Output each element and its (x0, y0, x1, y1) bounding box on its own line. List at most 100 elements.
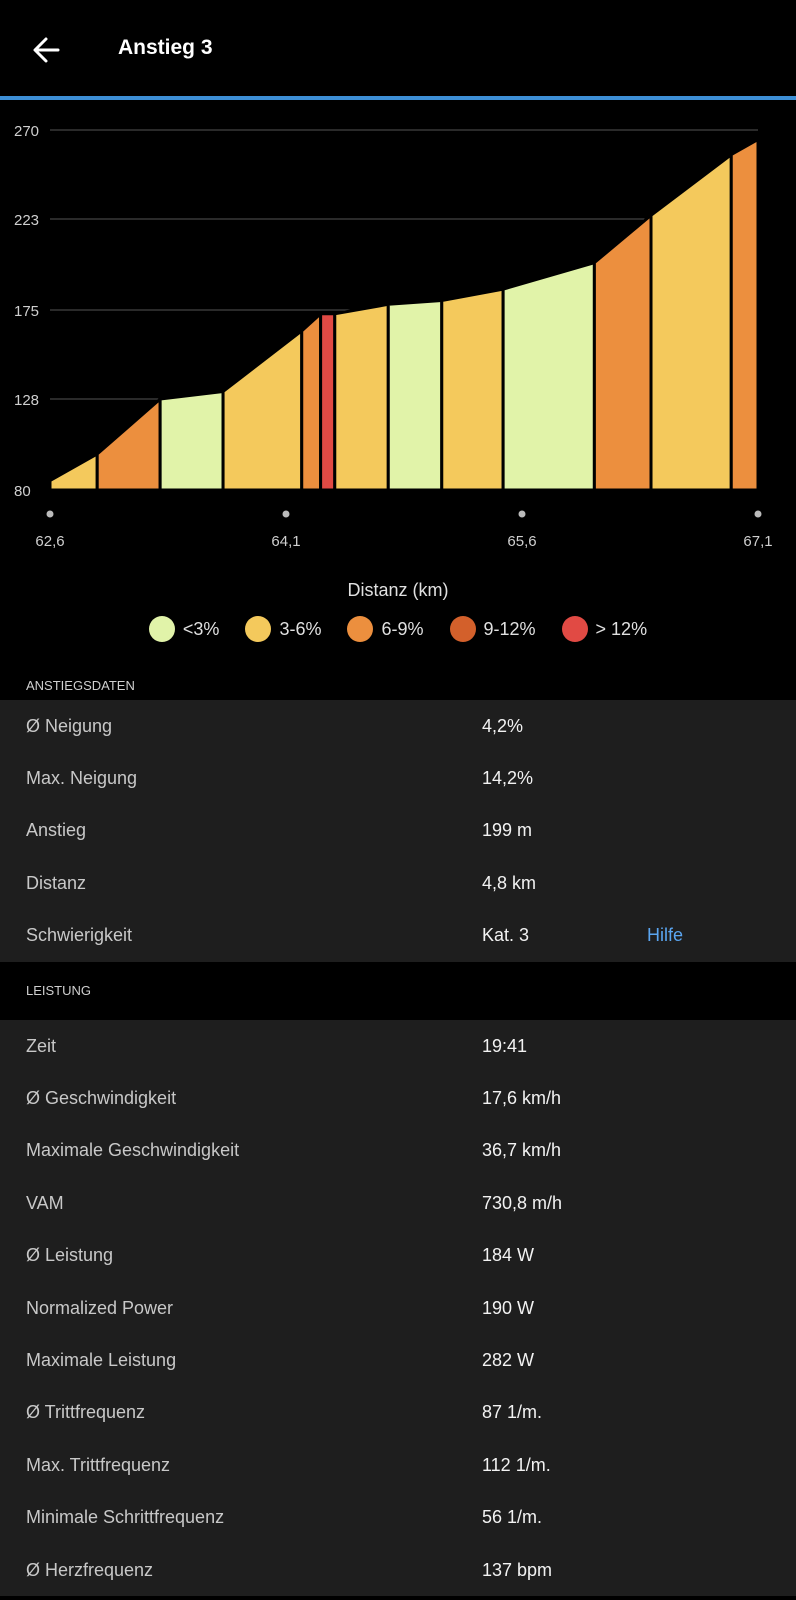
stat-label: Ø Trittfrequenz (26, 1402, 146, 1423)
elevation-segment (48, 451, 99, 492)
stat-label: Ø Leistung (26, 1245, 114, 1266)
x-tick-dot (46, 510, 54, 518)
stat-row: Normalized Power 190 W (0, 1282, 796, 1334)
app-header: Anstieg 3 (0, 0, 796, 100)
stat-row: Anstieg 199 m (0, 805, 796, 857)
x-tick-label: 62,6 (35, 533, 64, 550)
stat-value: 14,2% (482, 768, 534, 789)
stat-value: 190 W (482, 1297, 535, 1318)
legend-item: > 12% (561, 616, 648, 642)
elevation-segment (221, 327, 304, 492)
elevation-segment (95, 395, 162, 492)
y-tick-label: 80 (14, 483, 31, 500)
section-header-climb: ANSTIEGSDATEN (0, 670, 796, 700)
elevation-segment (729, 136, 760, 492)
stat-value: 4,2% (482, 715, 524, 736)
climb-stats: Ø Neigung 4,2% Max. Neigung 14,2% Anstie… (0, 700, 796, 962)
stat-row: Ø Herzfrequenz 137 bpm (0, 1544, 796, 1596)
legend-item: 3-6% (245, 616, 321, 642)
elevation-chart: 80 128 175 223 270 62,6 64,1 65,6 67,1 Distanz (… (0, 100, 796, 670)
x-tick-dot (518, 510, 526, 518)
legend-label: > 12% (595, 618, 648, 639)
stat-value: 112 1/m. (482, 1454, 551, 1475)
stat-value: 4,8 km (482, 872, 537, 893)
help-link[interactable]: Hilfe (647, 925, 684, 946)
section-header-performance: LEISTUNG (0, 961, 796, 1020)
stat-value: 730,8 m/h (482, 1192, 563, 1213)
stat-value: 199 m (482, 820, 533, 841)
stat-label: Normalized Power (26, 1297, 174, 1318)
elevation-segment (319, 312, 337, 492)
elevation-segment (649, 151, 733, 492)
stat-label: Ø Neigung (26, 715, 113, 736)
stat-row: Zeit 19:41 (0, 1020, 796, 1072)
stat-row: Ø Trittfrequenz 87 1/m. (0, 1387, 796, 1439)
stat-row: Ø Geschwindigkeit 17,6 km/h (0, 1072, 796, 1124)
arrow-left-icon (33, 37, 60, 63)
x-axis-label: Distanz (km) (347, 580, 449, 600)
legend-label: 3-6% (279, 618, 322, 639)
stat-value: 282 W (482, 1349, 535, 1370)
stat-label: Ø Geschwindigkeit (26, 1088, 177, 1109)
x-tick-label: 67,1 (743, 533, 772, 550)
elevation-segment (300, 310, 323, 492)
performance-stats: Zeit 19:41 Ø Geschwindigkeit 17,6 km/h M… (0, 1019, 796, 1597)
legend-item: 6-9% (347, 616, 424, 642)
elevation-segment (501, 260, 596, 492)
stat-row: Max. Trittfrequenz 112 1/m. (0, 1439, 796, 1491)
elevation-segment (386, 298, 444, 492)
stat-value: Kat. 3 (482, 925, 530, 946)
stat-row: Ø Neigung 4,2% (0, 700, 796, 752)
legend-label: <3% (182, 618, 220, 639)
stat-value: 56 1/m. (482, 1507, 543, 1528)
stat-value: 137 bpm (482, 1559, 553, 1580)
back-button[interactable] (26, 30, 66, 70)
stat-value: 17,6 km/h (482, 1088, 562, 1109)
legend-item: 9-12% (449, 616, 536, 642)
x-tick-label: 65,6 (507, 533, 536, 550)
stat-label: Schwierigkeit (26, 925, 133, 946)
y-tick-label: 175 (14, 303, 39, 320)
elevation-segment (158, 389, 225, 492)
stat-row: Ø Leistung 184 W (0, 1230, 796, 1282)
stat-row: VAM 730,8 m/h (0, 1177, 796, 1229)
stat-label: Max. Neigung (26, 768, 138, 789)
y-tick-label: 270 (14, 123, 39, 140)
legend-swatch (449, 616, 476, 642)
elevation-segment (333, 302, 390, 492)
stat-value: 87 1/m. (482, 1402, 543, 1423)
stat-label: Max. Trittfrequenz (26, 1454, 171, 1475)
stat-label: VAM (26, 1192, 64, 1213)
x-tick-dot (754, 510, 762, 518)
x-tick-label: 64,1 (271, 533, 300, 550)
stat-row: Distanz 4,8 km (0, 857, 796, 909)
legend-item: <3% (148, 616, 220, 642)
legend-label: 6-9% (381, 618, 424, 639)
elevation-segment (592, 212, 653, 492)
stat-label: Anstieg (26, 820, 87, 841)
legend-swatch (561, 616, 588, 642)
stat-label: Maximale Geschwindigkeit (26, 1140, 240, 1161)
y-tick-label: 223 (14, 212, 39, 229)
stat-row: Maximale Leistung 282 W (0, 1334, 796, 1386)
elevation-chart-svg: 80 128 175 223 270 62,6 64,1 65,6 67,1 (14, 123, 773, 550)
elevation-segment (440, 287, 505, 492)
stat-label: Minimale Schrittfrequenz (26, 1507, 225, 1528)
legend-label: 9-12% (483, 618, 536, 639)
stat-row: Schwierigkeit Kat. 3 Hilfe (0, 910, 796, 962)
stat-row: Minimale Schrittfrequenz 56 1/m. (0, 1491, 796, 1543)
stat-label: Maximale Leistung (26, 1349, 177, 1370)
legend-swatch (148, 616, 175, 642)
legend-swatch (347, 616, 374, 642)
x-tick-dot (282, 510, 290, 518)
chart-legend: <3% 3-6% 6-9% 9-12% > 12% (0, 616, 796, 642)
stat-row: Maximale Geschwindigkeit 36,7 km/h (0, 1125, 796, 1177)
stat-value: 19:41 (482, 1035, 528, 1056)
legend-swatch (245, 616, 272, 642)
stat-label: Zeit (26, 1035, 57, 1056)
stat-value: 36,7 km/h (482, 1140, 562, 1161)
page-title: Anstieg 3 (118, 36, 213, 59)
stat-row: Max. Neigung 14,2% (0, 752, 796, 804)
stat-label: Distanz (26, 872, 87, 893)
stat-label: Ø Herzfrequenz (26, 1559, 154, 1580)
